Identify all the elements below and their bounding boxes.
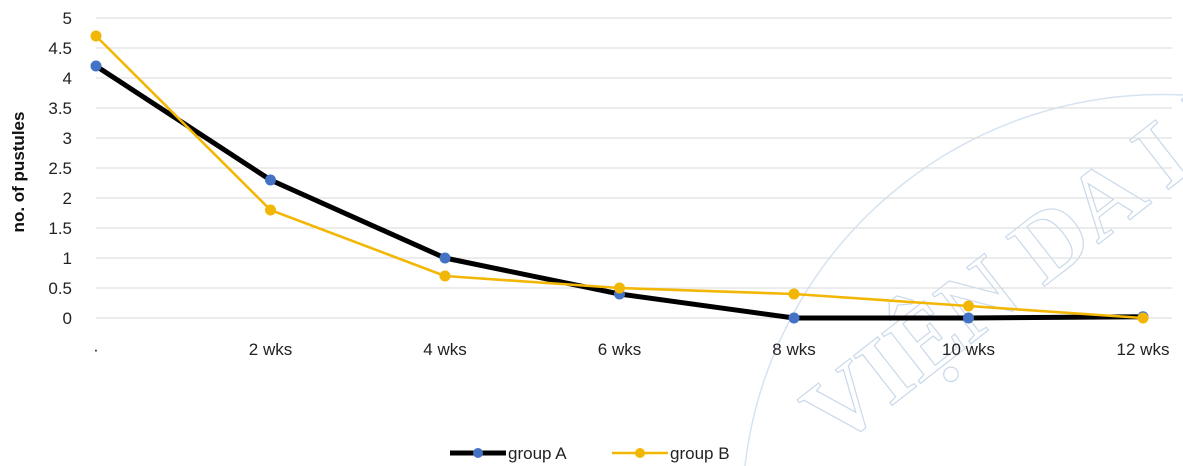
x-tick-labels: · 2 wks 4 wks 6 wks 8 wks 10 wks 12 wks (93, 340, 1169, 359)
legend-label: group B (670, 444, 730, 463)
data-point (788, 312, 800, 324)
data-point (1137, 312, 1149, 324)
legend-item: group B (612, 444, 730, 463)
data-point (90, 30, 102, 42)
x-tick-label: 6 wks (598, 340, 641, 359)
watermark: VIỆN DA LI (744, 60, 1183, 466)
x-tick-label: 2 wks (249, 340, 292, 359)
data-point (963, 300, 974, 312)
y-tick-label: 4 (63, 69, 72, 88)
x-tick-label: 10 wks (942, 340, 995, 359)
y-tick-label: 5 (63, 9, 72, 28)
legend-swatch-marker (473, 448, 483, 458)
data-point (963, 312, 974, 324)
data-point (265, 174, 276, 186)
data-point (439, 252, 451, 264)
y-tick-label: 2.5 (48, 159, 72, 178)
data-point (788, 288, 800, 300)
series-group-b (90, 30, 1149, 324)
series (90, 30, 1149, 324)
data-point (439, 270, 451, 282)
gridlines (96, 17, 1172, 319)
y-tick-label: 0 (63, 309, 72, 328)
y-tick-label: 2 (63, 189, 72, 208)
y-tick-label: 3 (63, 129, 72, 148)
y-axis-title: no. of pustules (9, 112, 28, 233)
x-tick-label: 4 wks (423, 340, 466, 359)
y-tick-label: 1.5 (48, 219, 72, 238)
y-tick-labels: 0 0.5 1 1.5 2 2.5 3 3.5 4 4.5 5 (48, 9, 72, 328)
legend-item: group A (450, 444, 567, 463)
x-tick-label: · (93, 340, 99, 359)
legend-swatch-marker (635, 448, 645, 458)
data-point (614, 282, 625, 294)
y-tick-label: 3.5 (48, 99, 72, 118)
data-point (265, 204, 276, 216)
y-tick-label: 0.5 (48, 279, 72, 298)
watermark-text: VIỆN DA LI (782, 60, 1183, 466)
legend-label: group A (508, 444, 567, 463)
legend: group A group B (450, 444, 730, 463)
y-tick-label: 1 (63, 249, 72, 268)
data-point (90, 60, 102, 72)
y-tick-label: 4.5 (48, 39, 72, 58)
x-tick-label: 8 wks (772, 340, 815, 359)
x-tick-label: 12 wks (1117, 340, 1170, 359)
